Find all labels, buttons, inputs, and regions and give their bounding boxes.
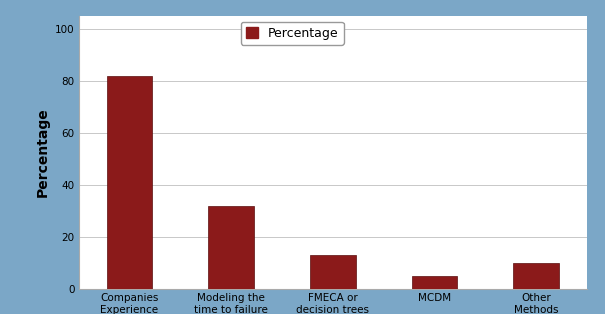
Bar bbox=[513, 263, 559, 289]
Y-axis label: Percentage: Percentage bbox=[35, 107, 49, 197]
Bar bbox=[208, 206, 254, 289]
Legend: Percentage: Percentage bbox=[241, 22, 344, 45]
Bar bbox=[411, 276, 457, 289]
Bar bbox=[106, 76, 152, 289]
Bar bbox=[310, 255, 356, 289]
